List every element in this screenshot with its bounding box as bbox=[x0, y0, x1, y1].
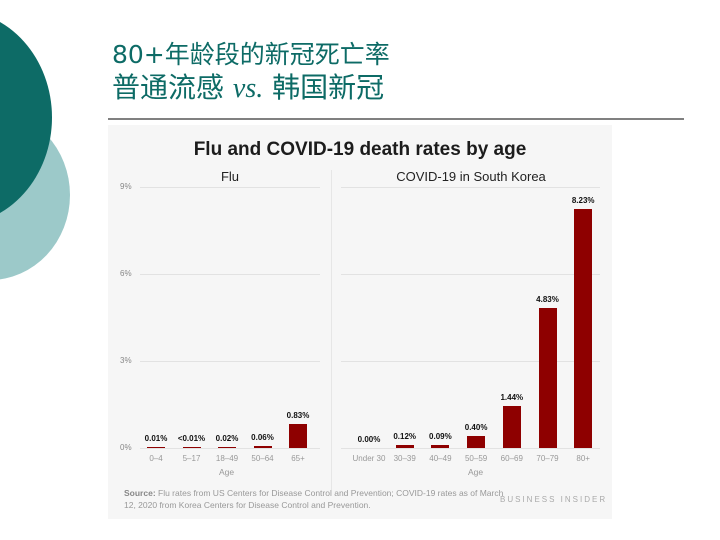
source-label: Source: bbox=[124, 488, 156, 498]
title-line-2: 普通流感 vs. 韩国新冠 bbox=[112, 70, 390, 107]
flu-category-label: 0–4 bbox=[149, 454, 163, 463]
flu-value-label: 0.01% bbox=[144, 433, 168, 443]
gridline-9 bbox=[140, 187, 320, 188]
source-text: Flu rates from US Centers for Disease Co… bbox=[124, 488, 504, 510]
flu-value-label: 0.83% bbox=[286, 410, 310, 420]
panel-divider bbox=[331, 170, 332, 490]
title-line-1: 80+年龄段的新冠死亡率 bbox=[112, 40, 390, 69]
panel-title-covid: COVID-19 in South Korea bbox=[396, 169, 546, 184]
flu-bar bbox=[289, 423, 307, 448]
ytick-0: 0% bbox=[120, 443, 132, 452]
covid-bar bbox=[467, 436, 486, 448]
covid-bar bbox=[538, 307, 557, 448]
gridline-6 bbox=[140, 274, 320, 275]
gridline-3 bbox=[341, 361, 600, 362]
covid-value-label: 0.00% bbox=[357, 435, 381, 444]
covid-value-label: 4.83% bbox=[536, 294, 559, 304]
gridline-6 bbox=[341, 274, 600, 275]
covid-value-label: 1.44% bbox=[500, 393, 524, 403]
flu-category-label: 18–49 bbox=[215, 454, 239, 463]
gridline-9 bbox=[341, 187, 600, 188]
ytick-3: 3% bbox=[120, 356, 132, 365]
covid-xlabel: Age bbox=[468, 467, 484, 477]
flu-value-label: 0.06% bbox=[251, 433, 274, 443]
covid-value-label: 0.40% bbox=[464, 423, 488, 433]
covid-value-label: 0.12% bbox=[393, 431, 417, 441]
flu-value-label: <0.01% bbox=[177, 433, 206, 443]
slide-title: 80+年龄段的新冠死亡率 普通流感 vs. 韩国新冠 bbox=[112, 40, 390, 107]
flu-bar bbox=[182, 446, 201, 448]
covid-category-label: 30–39 bbox=[393, 454, 416, 463]
flu-category-label: 50–64 bbox=[251, 454, 274, 463]
covid-bar bbox=[395, 444, 414, 448]
chart-title: Flu and COVID-19 death rates by age bbox=[193, 139, 527, 160]
covid-bar bbox=[502, 406, 521, 448]
covid-category-label: 60–69 bbox=[500, 454, 523, 463]
covid-category-label: 40–49 bbox=[429, 454, 452, 463]
flu-bar bbox=[147, 446, 165, 448]
covid-value-label: 8.23% bbox=[571, 196, 595, 206]
panel-title-flu: Flu bbox=[220, 169, 240, 184]
covid-bar bbox=[431, 445, 450, 448]
covid-category-label: 80+ bbox=[576, 454, 590, 463]
title-divider bbox=[108, 118, 684, 120]
flu-category-label: 5–17 bbox=[182, 454, 201, 463]
covid-category-label: 50–59 bbox=[464, 454, 488, 463]
brand-logo: BUSINESS INSIDER bbox=[500, 495, 608, 504]
chart-source: Source: Flu rates from US Centers for Di… bbox=[124, 487, 504, 511]
covid-category-label: Under 30 bbox=[352, 454, 386, 463]
gridline-3 bbox=[140, 361, 320, 362]
flu-bar bbox=[253, 446, 272, 448]
flu-value-label: 0.02% bbox=[215, 433, 239, 443]
flu-bar bbox=[218, 446, 236, 448]
ytick-6: 6% bbox=[120, 269, 132, 278]
flu-xlabel: Age bbox=[219, 467, 235, 477]
ytick-9: 9% bbox=[120, 182, 132, 191]
title-korea-covid: 韩国新冠 bbox=[263, 71, 385, 104]
covid-bar bbox=[574, 209, 593, 448]
gridline-0 bbox=[140, 448, 320, 449]
title-vs: vs. bbox=[232, 73, 264, 104]
covid-value-label: 0.09% bbox=[429, 432, 452, 442]
gridline-0 bbox=[341, 448, 600, 449]
title-flu: 普通流感 bbox=[112, 71, 233, 104]
covid-category-label: 70–79 bbox=[536, 454, 559, 463]
flu-category-label: 65+ bbox=[291, 454, 305, 463]
chart-image: Flu and COVID-19 death rates by age Flu … bbox=[108, 125, 612, 519]
